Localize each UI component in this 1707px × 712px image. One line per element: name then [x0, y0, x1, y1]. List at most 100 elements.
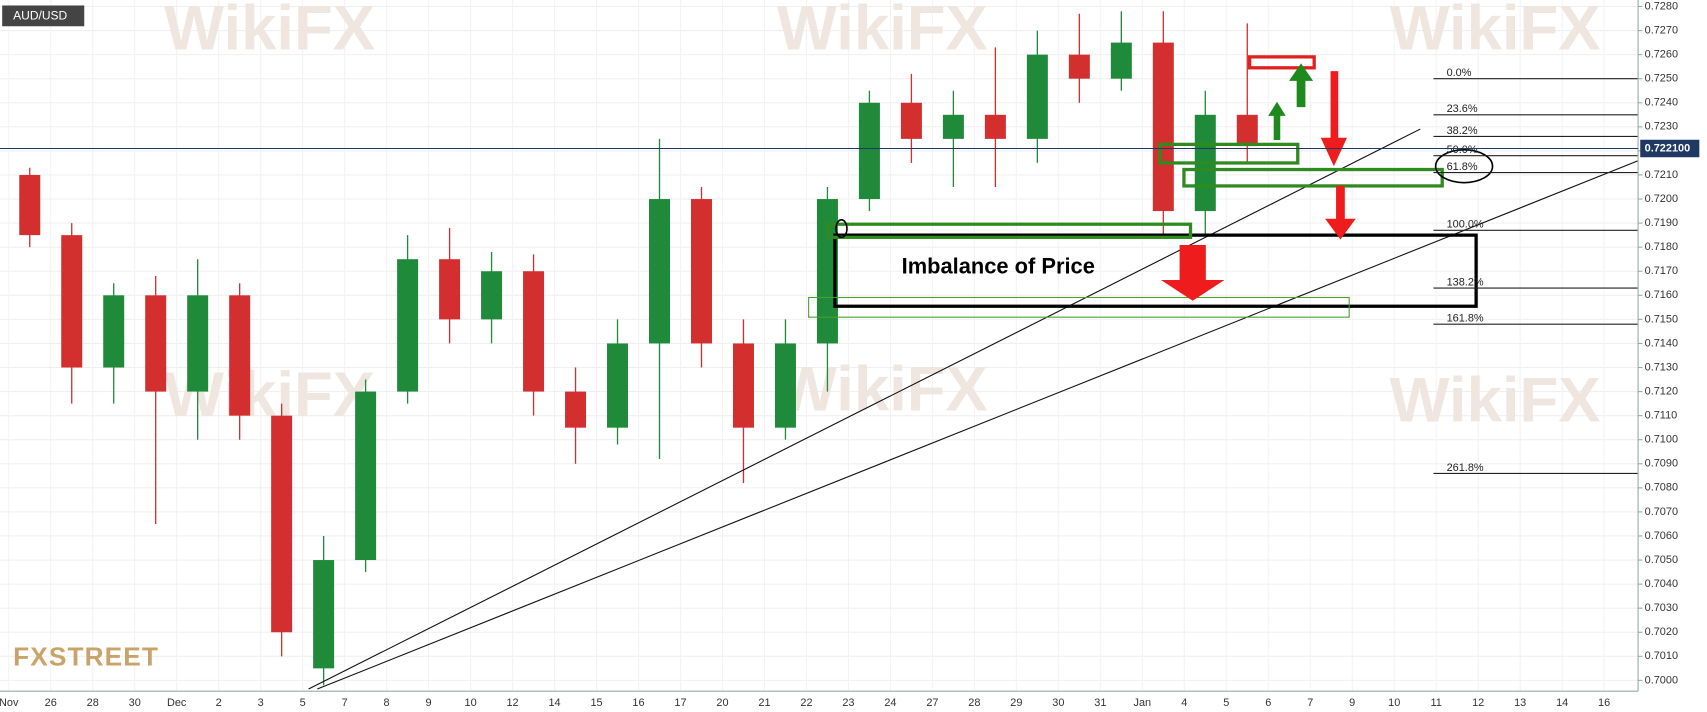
- x-tick-label: 14: [1556, 697, 1568, 709]
- x-tick-label: 5: [1223, 697, 1229, 709]
- candle-body: [145, 295, 167, 392]
- x-tick-label: 17: [674, 697, 686, 709]
- y-tick-label: 0.7030: [1645, 602, 1678, 614]
- y-tick-label: 0.7250: [1645, 73, 1678, 85]
- watermark: WikiFX: [777, 355, 988, 425]
- y-tick-label: 0.7060: [1645, 530, 1678, 542]
- fib-levels: 0.0% 23.6% 38.2% 50.0% 61.8% 100.0% 138.2% 161.…: [1433, 67, 1639, 474]
- y-tick-label: 0.7180: [1645, 241, 1678, 253]
- zone-box: [826, 222, 1193, 239]
- candle-body: [187, 295, 209, 392]
- x-tick-label: 6: [1265, 697, 1271, 709]
- x-tick-label: 7: [1307, 697, 1313, 709]
- y-tick-label: 0.7080: [1645, 482, 1678, 494]
- y-tick-label: 0.7140: [1645, 337, 1678, 349]
- fib-label: 61.8%: [1447, 161, 1478, 173]
- candle-body: [1110, 42, 1132, 79]
- x-tick-label: 30: [1052, 697, 1064, 709]
- x-tick-label: Nov: [0, 697, 19, 709]
- x-tick-label: 21: [758, 697, 770, 709]
- y-tick-label: 0.7130: [1645, 361, 1678, 373]
- candle-body: [1236, 114, 1258, 147]
- x-tick-label: 16: [1598, 697, 1610, 709]
- watermark: WikiFX: [777, 0, 988, 64]
- candle-body: [649, 199, 671, 344]
- candle-body: [607, 343, 629, 428]
- down-arrow: [1160, 244, 1225, 301]
- x-tick-label: 12: [506, 697, 518, 709]
- up-arrow: [1268, 101, 1286, 140]
- x-tick-label: 27: [926, 697, 938, 709]
- y-tick-label: 0.7010: [1645, 650, 1678, 662]
- y-tick-label: 0.7000: [1645, 674, 1678, 686]
- y-tick-label: 0.7210: [1645, 169, 1678, 181]
- x-tick-label: 31: [1094, 697, 1106, 709]
- x-tick-label: 8: [384, 697, 390, 709]
- x-tick-label: 23: [842, 697, 854, 709]
- symbol: AUD/USD: [13, 9, 67, 23]
- y-tick-label: 0.7100: [1645, 434, 1678, 446]
- x-tick-label: 9: [1349, 697, 1355, 709]
- logo: FXSTREET: [13, 641, 159, 671]
- candle-body: [774, 343, 796, 428]
- x-tick-label: 29: [1010, 697, 1022, 709]
- x-tick-label: 12: [1472, 697, 1484, 709]
- candle-body: [271, 415, 293, 633]
- candle-body: [19, 174, 41, 236]
- x-tick-label: 28: [968, 697, 980, 709]
- x-tick-label: 7: [342, 697, 348, 709]
- x-tick-label: 28: [87, 697, 99, 709]
- x-tick-label: 13: [1514, 697, 1526, 709]
- highlight-circle: [835, 219, 848, 239]
- last-price-box: [1640, 139, 1700, 158]
- x-tick-label: 10: [464, 697, 476, 709]
- y-tick-label: 0.7050: [1645, 554, 1678, 566]
- y-tick-label: 0.7170: [1645, 265, 1678, 277]
- fib-label: 50.0%: [1447, 144, 1478, 156]
- y-tick-label: 0.7160: [1645, 289, 1678, 301]
- fib-label: 23.6%: [1447, 103, 1478, 115]
- x-tick-label: 10: [1388, 697, 1400, 709]
- candle-body: [103, 295, 125, 368]
- y-tick-label: 0.7070: [1645, 506, 1678, 518]
- y-tick-label: 0.7240: [1645, 97, 1678, 109]
- down-arrow: [1325, 185, 1356, 240]
- candle-body: [229, 295, 251, 416]
- annotations: Imbalance of Price: [308, 55, 1639, 690]
- candle-body: [481, 271, 503, 320]
- candle-body: [900, 102, 922, 139]
- candle-body: [1152, 42, 1174, 212]
- y-tick-label: 0.7120: [1645, 385, 1678, 397]
- fib-label: 161.8%: [1447, 313, 1484, 325]
- x-tick-label: 24: [884, 697, 896, 709]
- zone-box: [1182, 167, 1444, 188]
- y-tick-label: 0.7190: [1645, 217, 1678, 229]
- x-tick-label: 2: [216, 697, 222, 709]
- x-tick-label: 4: [1181, 697, 1187, 709]
- down-arrow: [1320, 71, 1347, 167]
- y-tick-label: 0.7260: [1645, 49, 1678, 61]
- trend-line: [308, 128, 1421, 690]
- fib-label: 38.2%: [1447, 125, 1478, 137]
- candle-body: [816, 199, 838, 344]
- candle-body: [565, 391, 587, 428]
- x-tick-label: 20: [716, 697, 728, 709]
- zone-box: [808, 296, 1350, 318]
- x-tick-label: 11: [1431, 697, 1442, 709]
- x-tick-label: 30: [129, 697, 141, 709]
- y-tick-label: 0.7110: [1645, 410, 1678, 422]
- y-tick-label: 0.7040: [1645, 578, 1678, 590]
- candle-body: [523, 271, 545, 392]
- x-tick-label: Jan: [1134, 697, 1152, 709]
- last-price-label: 0.722100: [1645, 142, 1691, 154]
- x-tick-label: Dec: [167, 697, 187, 709]
- candle-body: [355, 391, 377, 561]
- y-tick-label: 0.7200: [1645, 193, 1678, 205]
- y-tick-label: 0.7020: [1645, 626, 1678, 638]
- highlight-circle: [1434, 149, 1494, 184]
- x-tick-label: 3: [258, 697, 264, 709]
- zone-box: [1247, 55, 1316, 70]
- x-tick-label: 15: [590, 697, 602, 709]
